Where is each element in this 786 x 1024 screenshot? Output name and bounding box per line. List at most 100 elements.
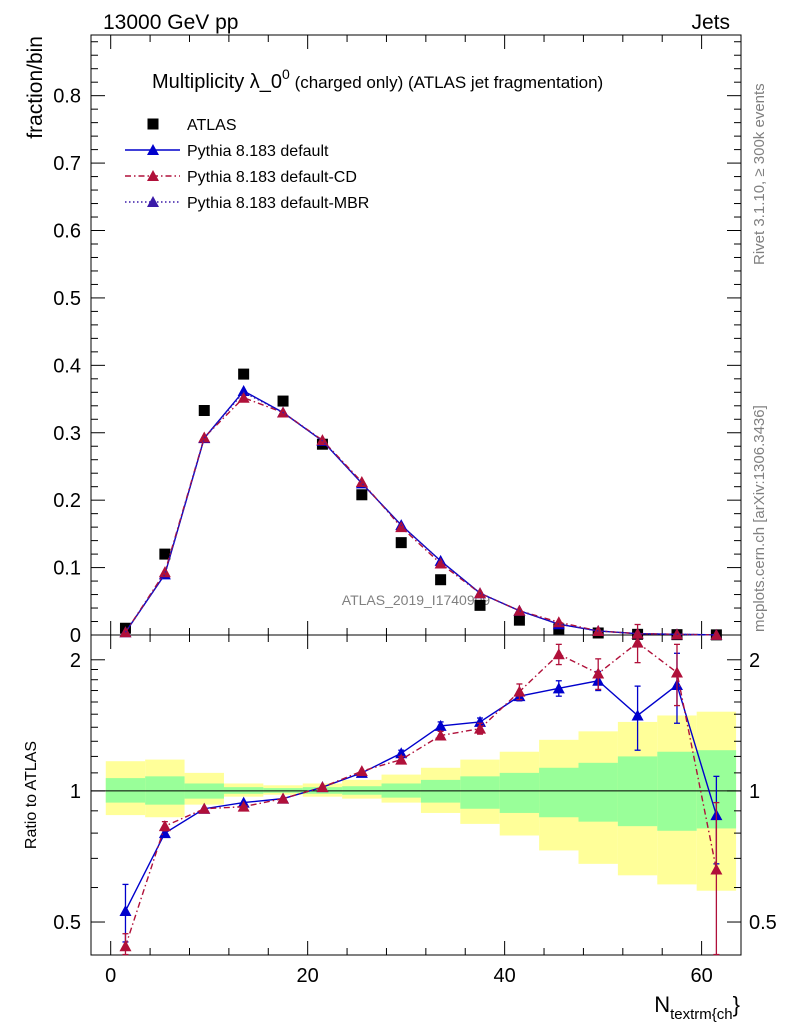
atlas-data-point bbox=[395, 537, 407, 549]
pythia-8-183-default-cd-ratio-point bbox=[710, 863, 723, 875]
atlas-data-point bbox=[159, 548, 171, 560]
main-y-tick-label: 0.7 bbox=[53, 153, 81, 175]
pythia-8-183-default-ratio-point bbox=[395, 747, 408, 759]
x-axis-label-main: N bbox=[654, 992, 670, 1017]
pythia-8-183-default-ratio-point bbox=[434, 719, 447, 731]
pythia-8-183-default-cd-point bbox=[237, 391, 250, 403]
ratio-uncertainty-bands bbox=[105, 711, 737, 891]
main-y-tick-label: 0.8 bbox=[53, 86, 81, 108]
ratio-y-tick-label-right: 1 bbox=[749, 781, 760, 803]
x-tick-label: 60 bbox=[690, 965, 712, 987]
ratio-y-tick-label-right: 2 bbox=[749, 650, 760, 672]
header-energy: 13000 GeV pp bbox=[103, 11, 238, 34]
atlas-data-point bbox=[238, 368, 250, 380]
legend: ATLAS Pythia 8.183 default Pythia 8.183 de… bbox=[125, 117, 369, 212]
legend-marker-atlas bbox=[147, 118, 159, 130]
pythia-8-183-default-ratio-point bbox=[552, 682, 565, 694]
pythia-8-183-default-cd-ratio-point bbox=[474, 722, 487, 734]
pythia-8-183-default-ratio-point bbox=[474, 715, 487, 727]
pythia-8-183-default-cd-point bbox=[198, 431, 211, 443]
analysis-watermark: ATLAS_2019_I1740909 bbox=[342, 592, 491, 608]
pythia-8-183-default-cd-ratio-point bbox=[434, 729, 447, 741]
main-y-tick-label: 0.2 bbox=[53, 490, 81, 512]
pythia-8-183-default-cd-ratio-point bbox=[670, 666, 683, 678]
main-y-axis: 0 0.1 0.2 0.3 0.4 0.5 0.6 0.7 0.8 bbox=[53, 41, 741, 647]
pythia-8-183-default-cd-ratio-point bbox=[198, 802, 211, 814]
pythia-8-183-default-cd-ratio-point bbox=[237, 800, 250, 812]
main-y-tick-label: 0.4 bbox=[53, 355, 81, 377]
ratio-series bbox=[119, 623, 723, 956]
x-tick-label: 40 bbox=[494, 965, 516, 987]
legend-marker-pythia-8-183-default-cd bbox=[147, 170, 159, 181]
band-green-bin bbox=[105, 778, 146, 803]
ratio-y-tick-label: 0.5 bbox=[53, 912, 81, 934]
pythia-8-183-default-cd-point bbox=[552, 616, 565, 628]
pythia-8-183-default-cd-ratio-point bbox=[631, 636, 644, 648]
pythia-8-183-default-mbr-line bbox=[124, 391, 717, 636]
ratio-panel-frame bbox=[90, 634, 742, 956]
pythia-8-183-default-cd-ratio-point bbox=[277, 792, 290, 804]
atlas-data-point bbox=[513, 614, 525, 626]
band-green-bin bbox=[578, 762, 618, 822]
main-y-tick-label: 0 bbox=[70, 625, 81, 647]
pythia-8-183-default-cd-point bbox=[355, 475, 368, 487]
atlas-data-point bbox=[277, 395, 289, 407]
legend-label-pythia-8-183-default-mbr: Pythia 8.183 default-MBR bbox=[187, 195, 369, 212]
pythia-8-183-default-ratio-point bbox=[119, 904, 132, 916]
ratio-y-tick-label: 2 bbox=[70, 650, 81, 672]
pythia-8-183-default-cd-ratio-point bbox=[119, 940, 132, 952]
pythia-8-183-default-cd-ratio-point bbox=[158, 820, 171, 832]
main-y-tick-label: 0.3 bbox=[53, 423, 81, 445]
band-green-bin bbox=[499, 772, 540, 813]
main-series bbox=[119, 368, 723, 641]
pythia-8-183-default-cd-ratio-line bbox=[124, 641, 718, 947]
pythia-8-183-default-point bbox=[237, 384, 250, 396]
pythia-8-183-default-cd-point bbox=[710, 628, 723, 640]
pythia-8-183-default-cd-ratio-point bbox=[592, 667, 605, 679]
main-y-tick-label: 0.1 bbox=[53, 558, 81, 580]
pythia-8-183-default-cd-ratio-point bbox=[316, 781, 329, 793]
pythia-8-183-default-cd-ratio-point bbox=[395, 753, 408, 765]
plot-title-main: Multiplicity λ_0 bbox=[152, 71, 282, 93]
ratio-y-axis-label: Ratio to ATLAS bbox=[23, 741, 40, 849]
plot-title-sup: 0 bbox=[282, 66, 290, 82]
header-process: Jets bbox=[691, 11, 730, 34]
ratio-y-tick-label-right: 0.5 bbox=[749, 912, 777, 934]
x-axis-label-brace: } bbox=[733, 992, 740, 1017]
pythia-8-183-default-cd-point bbox=[513, 604, 526, 616]
ratio-y-tick-label: 1 bbox=[70, 781, 81, 803]
main-y-axis-label: fraction/bin bbox=[24, 36, 47, 139]
pythia-8-183-default-ratio-point bbox=[158, 827, 171, 839]
plot-title: Multiplicity λ_00 (charged only) (ATLAS … bbox=[152, 66, 603, 93]
plot-title-rest: (charged only) (ATLAS jet fragmentation) bbox=[290, 73, 603, 92]
pythia-8-183-default-cd-point bbox=[434, 557, 447, 569]
atlas-data-point bbox=[356, 489, 368, 501]
pythia-8-183-default-cd-ratio-point bbox=[513, 685, 526, 697]
atlas-data-point bbox=[198, 405, 210, 417]
legend-label-pythia-8-183-default: Pythia 8.183 default bbox=[187, 143, 329, 160]
x-tick-label: 0 bbox=[105, 965, 116, 987]
atlas-data-point bbox=[474, 599, 486, 611]
pythia-8-183-default-cd-point bbox=[316, 434, 329, 446]
pythia-8-183-default-ratio-line bbox=[124, 680, 718, 912]
legend-label-atlas: ATLAS bbox=[187, 117, 237, 134]
main-y-tick-label: 0.6 bbox=[53, 221, 81, 243]
pythia-8-183-default-cd-point bbox=[395, 521, 408, 533]
atlas-data-point bbox=[435, 574, 447, 586]
side-label-rivet: Rivet 3.1.10, ≥ 300k events bbox=[751, 83, 768, 265]
ratio-y-axis: 0.5 0.5 1 1 2 2 bbox=[53, 650, 777, 934]
legend-marker-pythia-8-183-default bbox=[147, 144, 159, 155]
legend-label-pythia-8-183-default-cd: Pythia 8.183 default-CD bbox=[187, 169, 357, 186]
pythia-8-183-default-cd-line bbox=[124, 396, 717, 636]
x-axis-label: Ntextrm{ch} bbox=[654, 992, 740, 1023]
pythia-8-183-default-cd-point bbox=[158, 566, 171, 578]
band-green-bin bbox=[539, 767, 579, 818]
pythia-8-183-default-cd-ratio-point bbox=[355, 765, 368, 777]
x-axis-label-sub: textrm{ch bbox=[670, 1006, 733, 1023]
x-axis: 0 20 40 60 bbox=[105, 35, 742, 987]
main-y-tick-label: 0.5 bbox=[53, 288, 81, 310]
legend-marker-pythia-8-183-default-mbr bbox=[147, 196, 159, 207]
side-label-mcplots: mcplots.cern.ch [arXiv:1306.3436] bbox=[751, 405, 768, 632]
pythia-8-183-default-ratio-point bbox=[631, 709, 644, 721]
